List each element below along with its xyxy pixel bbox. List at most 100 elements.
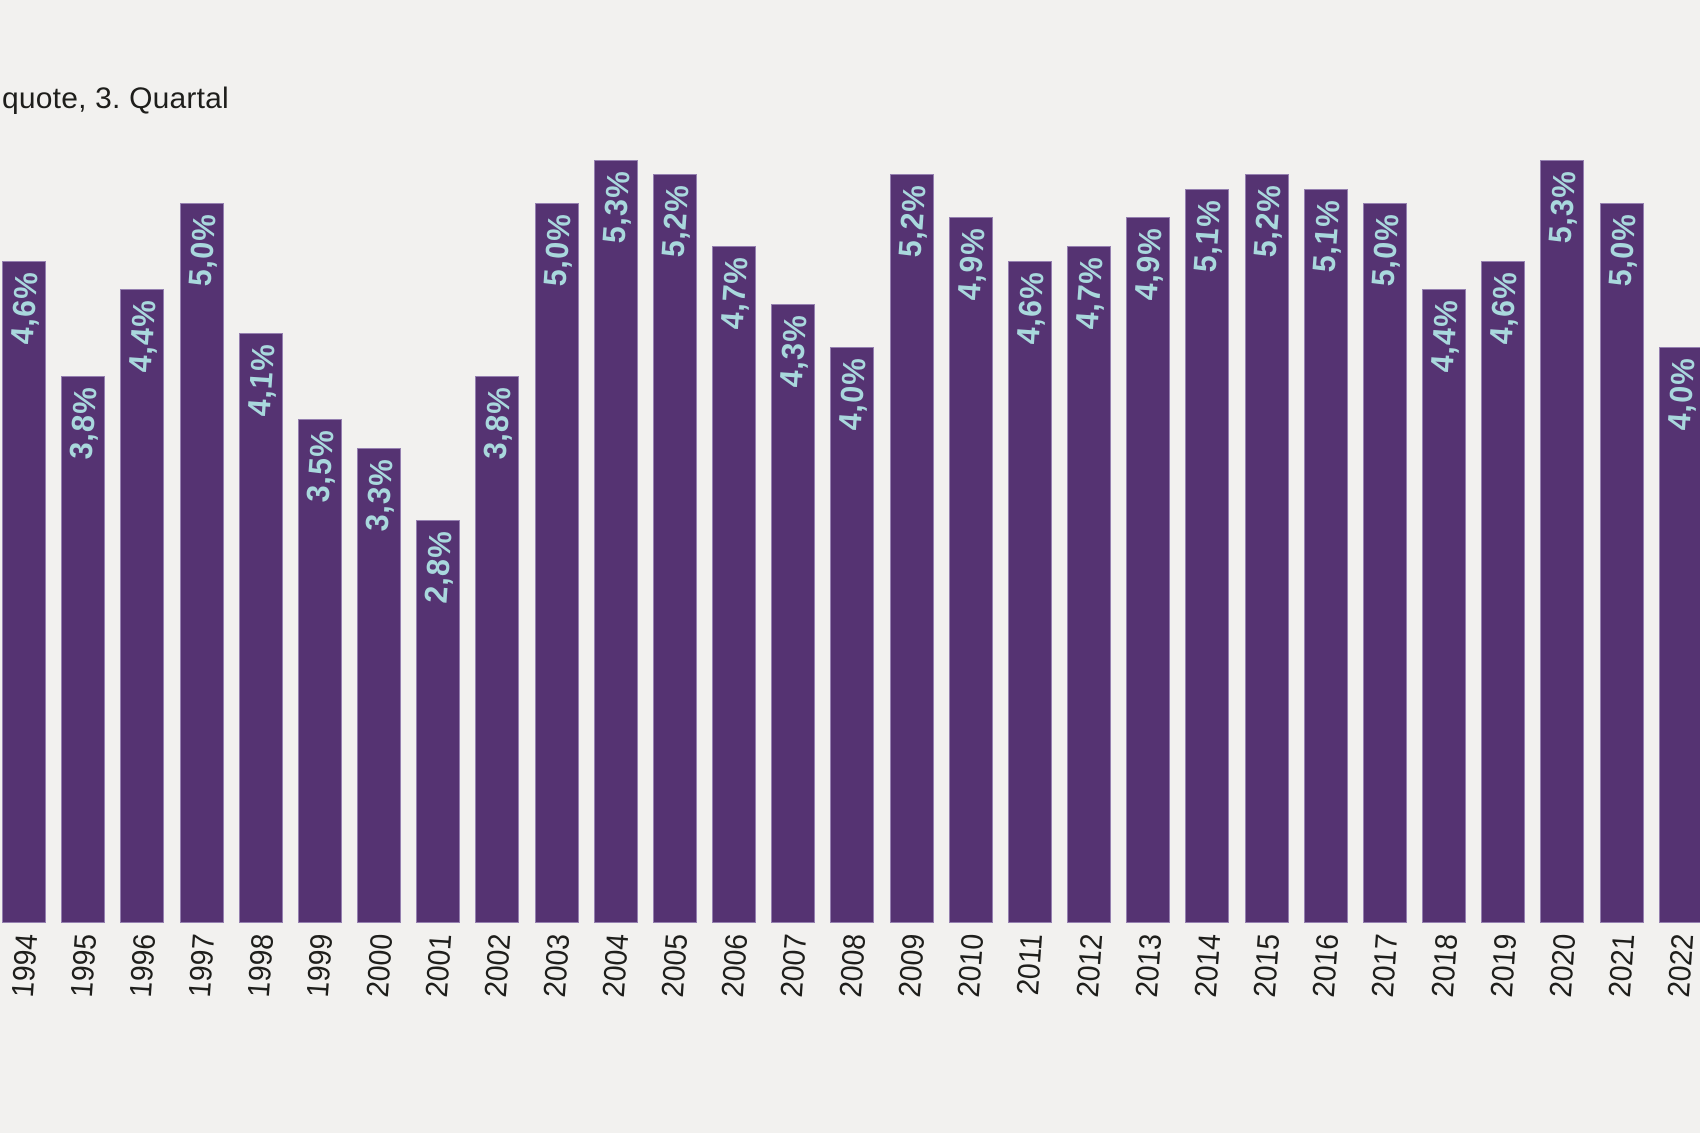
bar-value-label: 3,8% (476, 384, 518, 460)
bar-1996: 4,4% (120, 289, 165, 923)
bar-2014: 5,1% (1185, 188, 1230, 923)
bar-value-label: 5,2% (891, 182, 933, 259)
bar-2006: 4,7% (712, 246, 757, 923)
bar-2001: 2,8% (416, 519, 461, 923)
x-axis-tick-2014: 2014 (1185, 931, 1229, 1000)
chart-title: quote, 3. Quartal (2, 82, 229, 115)
x-axis-label: 2013 (1128, 932, 1168, 999)
x-axis-tick-2017: 2017 (1363, 931, 1407, 1000)
x-axis-tick-2006: 2006 (712, 931, 756, 1000)
bar-2011: 4,6% (1007, 260, 1052, 923)
x-axis-label: 1994 (4, 932, 44, 999)
bar-value-label: 4,0% (831, 355, 873, 432)
bar-value-label: 4,6% (1482, 269, 1524, 345)
bar-value-label: 4,4% (121, 298, 163, 374)
bar-value-label: 3,3% (358, 456, 400, 532)
x-axis-label: 2000 (359, 932, 399, 999)
bar-1994: 4,6% (2, 260, 46, 923)
x-axis-tick-2008: 2008 (830, 931, 874, 1000)
bar-value-label: 4,7% (713, 254, 755, 331)
x-axis-tick-2007: 2007 (771, 931, 815, 1000)
bar-value-label: 2,8% (417, 528, 459, 604)
x-axis-label: 1995 (63, 932, 103, 999)
bar-value-label: 4,0% (1660, 355, 1700, 432)
x-axis-tick-2005: 2005 (653, 931, 697, 1000)
x-axis-label: 2022 (1661, 932, 1700, 999)
x-axis-tick-2019: 2019 (1481, 931, 1525, 1000)
x-axis-label: 2005 (655, 932, 695, 999)
bar-value-label: 5,0% (1364, 211, 1406, 288)
x-axis-tick-2000: 2000 (357, 931, 401, 1000)
x-axis-label: 2004 (596, 932, 636, 999)
x-axis-label: 1999 (300, 932, 340, 999)
bar-2021: 5,0% (1599, 203, 1644, 923)
x-axis-label: 2021 (1601, 932, 1642, 999)
x-axis-label: 2006 (714, 932, 754, 999)
x-axis-tick-1998: 1998 (239, 931, 283, 1000)
bar-value-label: 5,3% (1541, 168, 1583, 244)
x-axis-label: 2001 (418, 932, 458, 999)
x-axis-label: 1996 (122, 932, 162, 999)
x-axis-label: 2011 (1010, 932, 1050, 997)
bar-value-label: 5,1% (1305, 197, 1347, 273)
x-axis-tick-1994: 1994 (2, 931, 46, 1000)
bar-2002: 3,8% (475, 375, 520, 923)
bar-value-label: 4,9% (1127, 226, 1169, 302)
bar-value-label: 5,0% (1601, 211, 1643, 288)
x-axis-tick-2011: 2011 (1008, 931, 1052, 998)
bar-value-label: 4,6% (3, 269, 45, 345)
bar-value-label: 3,5% (299, 427, 341, 504)
x-axis-label: 2020 (1542, 932, 1583, 999)
x-axis-label: 2007 (773, 932, 813, 999)
x-axis-tick-2001: 2001 (416, 931, 460, 1000)
x-axis-label: 2003 (536, 932, 577, 999)
x-axis-label: 2002 (477, 932, 518, 999)
bar-2022: 4,0% (1658, 347, 1700, 923)
bar-2009: 5,2% (889, 174, 934, 923)
x-axis-tick-2015: 2015 (1245, 931, 1289, 1000)
x-axis-tick-2003: 2003 (535, 931, 579, 1000)
x-axis-tick-2020: 2020 (1540, 931, 1584, 1000)
x-axis-label: 2008 (832, 932, 873, 999)
bar-2007: 4,3% (771, 303, 816, 923)
bar-value-label: 5,0% (536, 211, 578, 288)
x-axis-label: 2016 (1306, 932, 1346, 999)
x-axis-label: 2012 (1069, 932, 1109, 999)
bar-value-label: 3,8% (62, 384, 104, 460)
bar-2018: 4,4% (1422, 289, 1467, 923)
x-axis-tick-2004: 2004 (594, 931, 638, 1000)
bar-2000: 3,3% (357, 447, 402, 923)
x-axis-label: 2019 (1483, 932, 1523, 999)
bar-1999: 3,5% (297, 419, 342, 923)
x-axis-tick-2002: 2002 (475, 931, 519, 1000)
bar-1997: 5,0% (179, 203, 224, 923)
bar-2019: 4,6% (1481, 260, 1526, 923)
bar-2008: 4,0% (830, 347, 875, 923)
bar-2016: 5,1% (1303, 188, 1348, 923)
bar-2015: 5,2% (1244, 174, 1289, 923)
x-axis-label: 1997 (181, 932, 222, 999)
bar-value-label: 5,2% (1246, 182, 1288, 259)
x-axis-tick-1996: 1996 (120, 931, 164, 1000)
bar-2005: 5,2% (652, 174, 697, 923)
x-axis-label: 1998 (241, 932, 281, 999)
bar-2004: 5,3% (593, 159, 638, 923)
x-axis-tick-2013: 2013 (1126, 931, 1170, 1000)
x-axis-tick-2009: 2009 (890, 931, 934, 1000)
bar-value-label: 5,0% (180, 211, 223, 288)
bar-2010: 4,9% (948, 217, 993, 923)
x-axis-tick-2021: 2021 (1600, 931, 1644, 1000)
x-axis-tick-2022: 2022 (1659, 931, 1700, 1000)
bar-2003: 5,0% (534, 203, 579, 923)
bar-value-label: 5,3% (595, 168, 637, 244)
bar-value-label: 4,1% (240, 341, 282, 417)
bar-value-label: 5,1% (1186, 197, 1228, 273)
bar-value-label: 4,7% (1068, 254, 1110, 331)
bar-1998: 4,1% (238, 332, 283, 923)
x-axis-tick-2010: 2010 (949, 931, 993, 1000)
bar-2017: 5,0% (1362, 203, 1407, 923)
x-axis-tick-2012: 2012 (1067, 931, 1111, 1000)
bar-1995: 3,8% (61, 375, 106, 923)
x-axis-label: 2015 (1246, 932, 1287, 999)
